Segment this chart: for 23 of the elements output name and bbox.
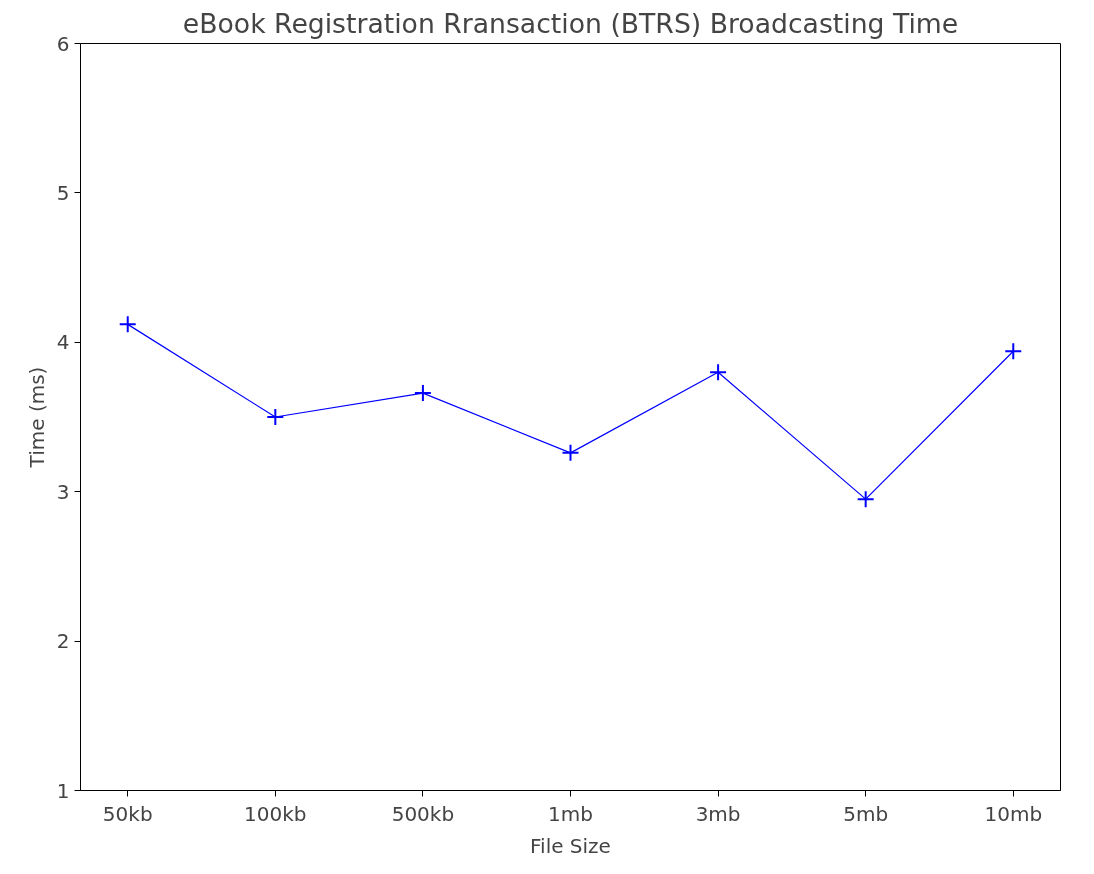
point [266, 408, 285, 426]
chart-title: eBook Registration Rransaction (BTRS) Broadcasting Time [182, 7, 959, 39]
y-axis-title: Time (ms) [24, 366, 49, 469]
point [1004, 342, 1023, 361]
x-tick-label: 3mb [695, 801, 741, 826]
y-tick-label: 3 [56, 479, 70, 504]
x-tick-label: 50kb [102, 801, 153, 826]
y-tick-label: 5 [56, 180, 70, 205]
y-tick-label: 6 [56, 31, 70, 56]
x-tick-label: 500kb [391, 801, 455, 826]
point [413, 384, 432, 403]
point [709, 363, 728, 382]
x-tick-label: 1mb [548, 801, 593, 826]
y-tick-label: 4 [56, 330, 70, 355]
y-tick-label: 2 [56, 629, 70, 654]
point [118, 315, 137, 334]
point [856, 490, 875, 509]
x-tick-label: 10mb [984, 801, 1043, 826]
x-tick-label: 5mb [843, 801, 889, 826]
x-tick-label: 100kb [244, 801, 307, 826]
point [561, 443, 580, 462]
x-axis-title: File Size [530, 833, 611, 858]
y-tick-label: 1 [56, 778, 70, 803]
